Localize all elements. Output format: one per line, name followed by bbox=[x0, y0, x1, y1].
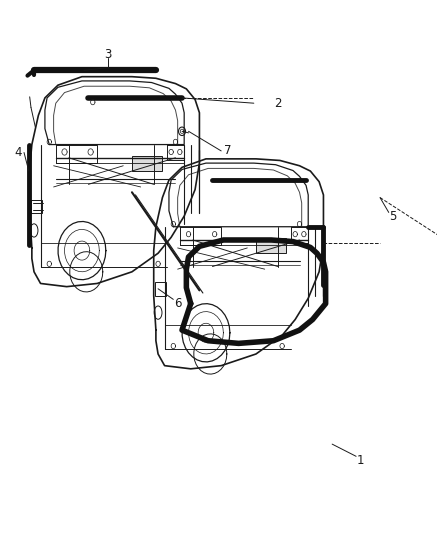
Bar bbox=[132, 156, 162, 171]
Text: 4: 4 bbox=[14, 146, 21, 159]
Text: 1: 1 bbox=[357, 454, 364, 466]
Bar bbox=[256, 238, 286, 253]
Text: 2: 2 bbox=[274, 96, 282, 110]
Text: 7: 7 bbox=[224, 144, 231, 157]
Text: 3: 3 bbox=[104, 48, 112, 61]
Text: 5: 5 bbox=[389, 209, 397, 223]
Text: 6: 6 bbox=[174, 297, 181, 310]
Bar bbox=[31, 200, 42, 214]
Bar bbox=[155, 282, 166, 296]
